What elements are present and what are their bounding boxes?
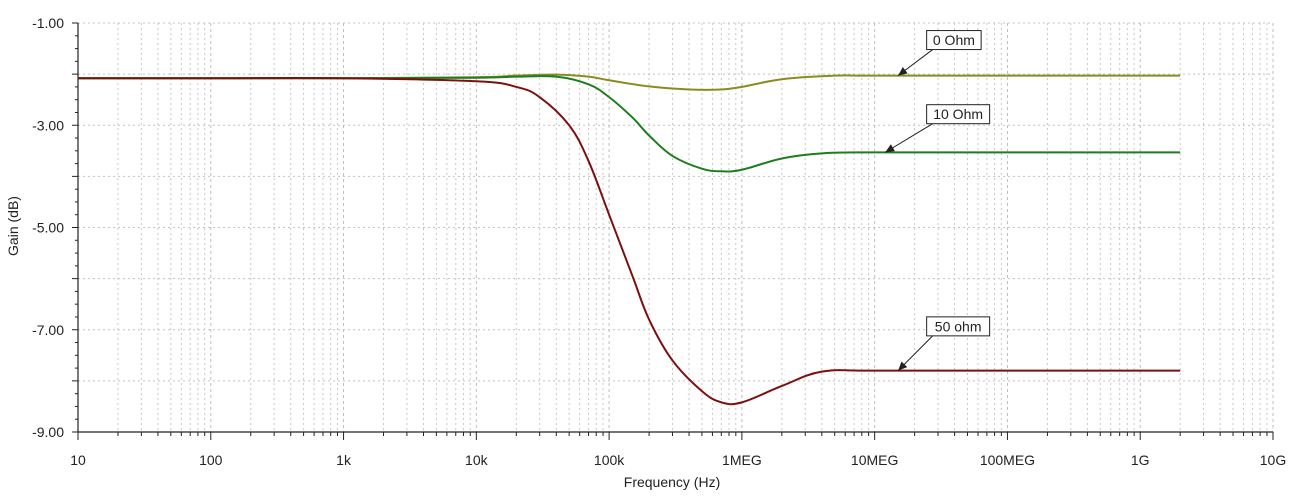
x-tick-label: 100MEG [980,452,1035,468]
x-tick-label: 1MEG [722,452,762,468]
x-tick-label: 10MEG [851,452,898,468]
callout-arrowhead-2 [898,361,908,371]
callout-leader-1 [884,123,933,153]
callout-box-2 [926,316,991,337]
callout-arrowhead-1 [885,144,895,153]
callout-label-1: 10 Ohm [933,106,983,122]
x-tick-label: 1G [1131,452,1150,468]
callout-label-2: 50 ohm [935,318,982,334]
x-tick-labels: 10 100 1k 10k 100k 1MEG 10MEG 100MEG 1G 10G [70,452,1286,468]
grid-minor [78,22,1273,433]
x-tick-label: 10G [1260,452,1286,468]
y-axis-label: Gain (dB) [5,196,21,256]
x-tick-label: 10k [465,452,489,468]
x-axis-label: Frequency (Hz) [624,474,720,490]
callout-arrowhead-0 [898,67,908,76]
y-tick-label: -9.00 [32,424,64,440]
callout-box-1 [926,104,991,125]
y-tick-label: -5.00 [32,220,64,236]
callout-box-0 [926,30,982,51]
series-line-2 [78,76,1181,406]
series-callouts: 0 Ohm 10 Ohm 50 ohm [884,30,991,372]
y-tick-label: -7.00 [32,322,64,338]
y-tick-label: -1.00 [32,15,64,31]
x-tick-label: 100 [199,452,223,468]
y-tick-labels: -1.00 -3.00 -5.00 -7.00 -9.00 [32,15,64,440]
x-tick-label: 100k [594,452,625,468]
axes [72,22,1274,440]
x-tick-label: 1k [336,452,352,468]
callout-label-0: 0 Ohm [933,32,975,48]
series-lines [78,73,1181,406]
y-tick-label: -3.00 [32,117,64,133]
x-tick-label: 10 [70,452,86,468]
